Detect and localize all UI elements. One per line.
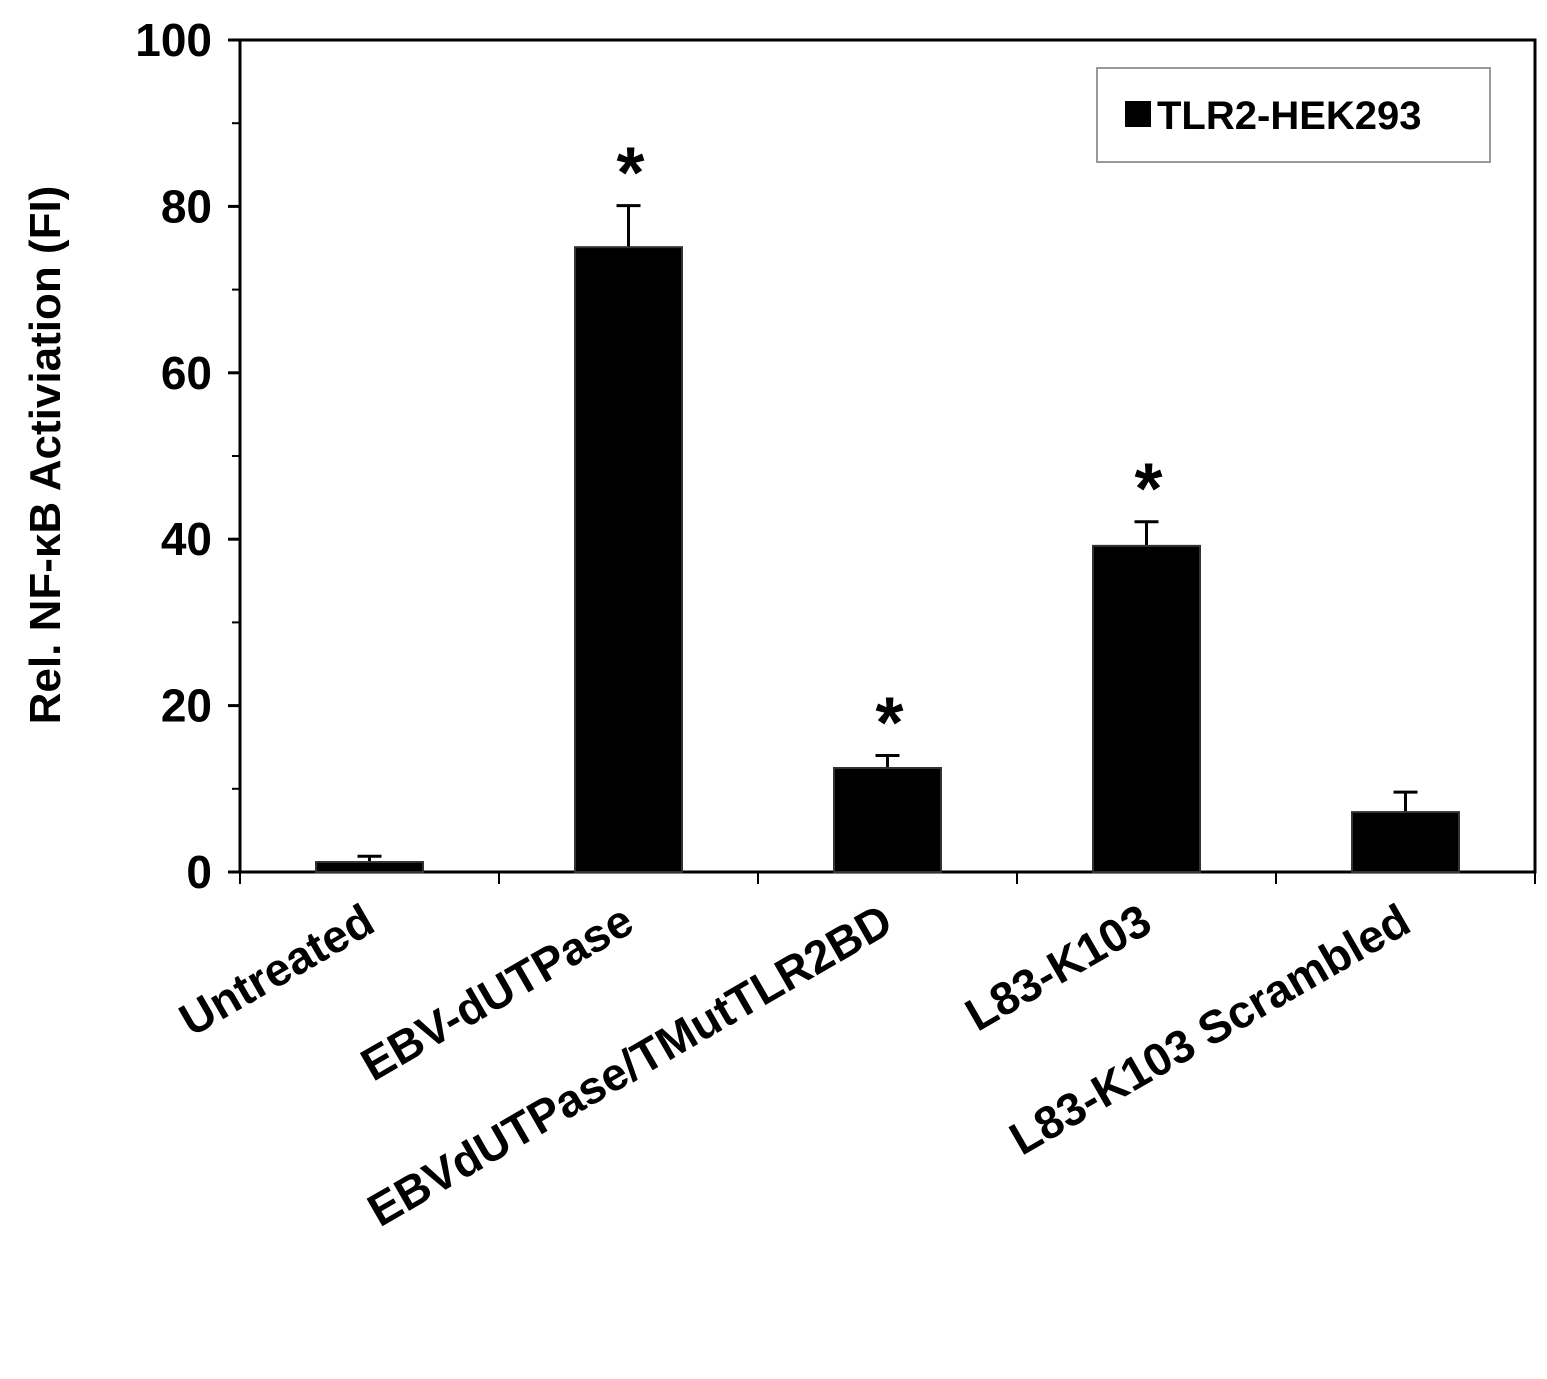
- y-tick-label: 40: [161, 513, 212, 565]
- x-tick-label: L83-K103: [956, 894, 1159, 1041]
- y-tick-label: 60: [161, 347, 212, 399]
- bar: [1351, 811, 1460, 874]
- significance-marker: *: [616, 134, 644, 214]
- bar: [1092, 544, 1201, 874]
- bar: [574, 246, 683, 873]
- y-axis-label: Rel. NF-κB Activiation (FI): [21, 186, 70, 725]
- y-tick-label: 0: [186, 846, 212, 898]
- legend-swatch: [1125, 101, 1151, 127]
- x-tick-label: Untreated: [171, 894, 383, 1046]
- significance-marker: *: [875, 684, 903, 764]
- significance-marker: *: [1134, 450, 1162, 530]
- bar: [833, 767, 942, 873]
- y-tick-label: 100: [135, 14, 212, 66]
- y-tick-label: 20: [161, 680, 212, 732]
- y-tick-label: 80: [161, 180, 212, 232]
- bar: [315, 861, 424, 873]
- legend-label: TLR2-HEK293: [1157, 94, 1422, 138]
- legend-box: [1096, 67, 1491, 163]
